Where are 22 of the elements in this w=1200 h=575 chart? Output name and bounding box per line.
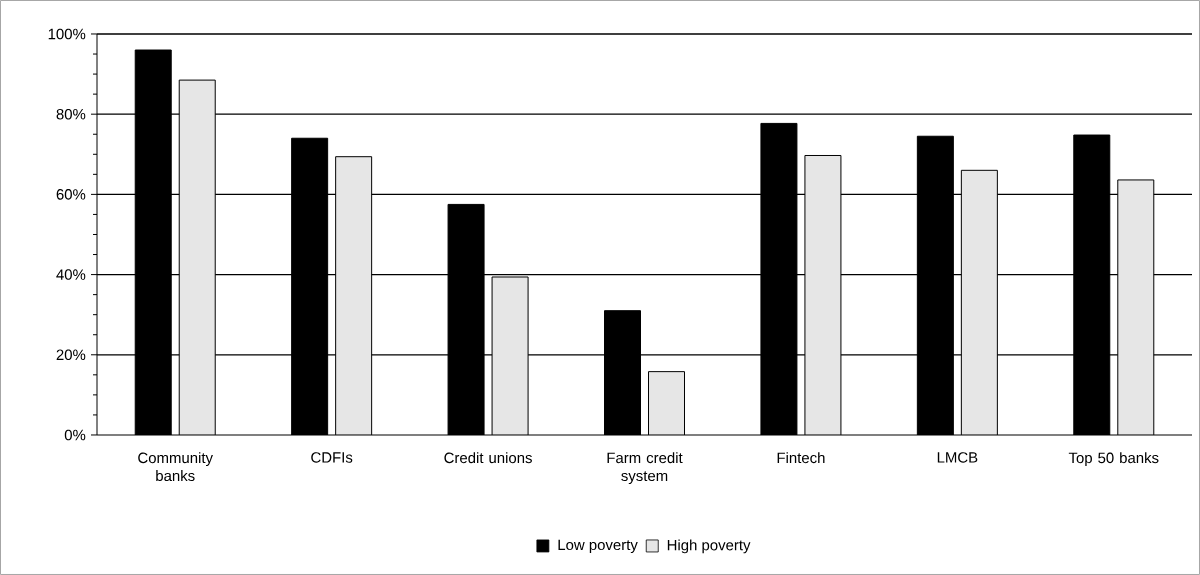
bar: [491, 276, 529, 435]
y-tick-label: 100%: [48, 28, 86, 40]
y-tick-label: 60%: [56, 189, 86, 200]
bar: [960, 169, 998, 435]
y-tick-label: 80%: [56, 108, 86, 120]
bar: [1117, 179, 1155, 435]
y-tick-label: 40%: [56, 269, 86, 280]
x-tick-label: LMCB: [937, 452, 978, 463]
bar: [178, 79, 216, 435]
x-tick-label: CDFIs: [311, 452, 353, 463]
bar: [648, 371, 685, 435]
y-tick-label: 20%: [56, 349, 86, 361]
bar: [335, 156, 373, 435]
legend-label: High poverty: [667, 539, 751, 554]
x-tick-label: Community banks: [138, 452, 213, 482]
y-tick-label: 0%: [64, 429, 86, 441]
x-tick-label: Credit unions: [444, 452, 532, 464]
legend-label: Low poverty: [558, 539, 638, 554]
x-tick-label: Top 50 banks: [1068, 452, 1159, 467]
x-tick-label: Fintech: [777, 452, 825, 464]
bar: [804, 154, 842, 435]
x-tick-label: Farm credit system: [607, 452, 683, 485]
